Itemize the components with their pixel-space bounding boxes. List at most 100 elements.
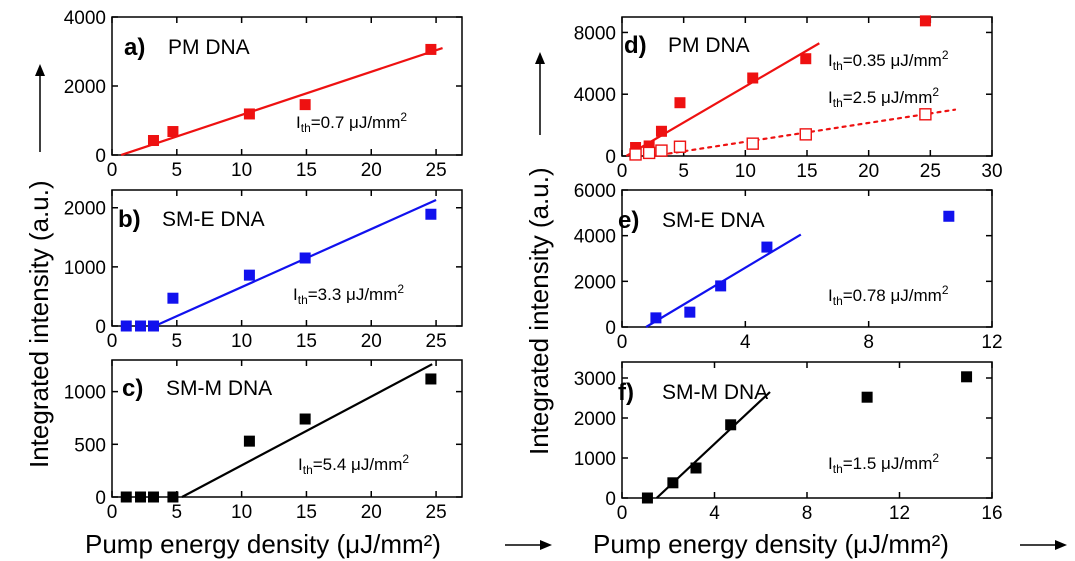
y-tick-label: 1000 (64, 258, 106, 279)
x-tick-label: 5 (678, 161, 689, 182)
data-point (761, 241, 773, 253)
data-point (243, 108, 255, 120)
left-y-axis-title: Integrated intensity (a.u.) (24, 64, 54, 468)
y-tick-label: 0 (95, 317, 106, 338)
x-tick-label: 10 (231, 331, 252, 352)
x-tick-label: 0 (617, 503, 628, 524)
panel-label: b) (118, 206, 141, 233)
x-tick-label: 20 (361, 502, 382, 523)
left-y-arrow-head (35, 64, 45, 76)
y-tick-label: 0 (605, 318, 616, 339)
left-x-axis-title: Pump energy density (μJ/mm²) (85, 529, 552, 559)
panel-label: a) (124, 34, 145, 61)
y-tick-label: 2000 (574, 409, 616, 430)
x-tick-label: 15 (296, 331, 317, 352)
panel-label: d) (624, 32, 647, 59)
data-point (667, 477, 679, 489)
x-tick-label: 25 (426, 502, 447, 523)
panel-title: PM DNA (168, 36, 250, 59)
right-y-axis-label: Integrated intensity (a.u.) (524, 167, 554, 455)
data-point (800, 53, 812, 65)
y-tick-label: 4000 (64, 8, 106, 29)
data-point (425, 208, 437, 220)
data-point (747, 72, 759, 84)
data-point (147, 320, 159, 332)
y-tick-label: 1000 (64, 383, 106, 404)
threshold-label: Ith=3.3 μJ/mm2 (293, 282, 404, 307)
data-point (690, 462, 702, 474)
y-tick-label: 2000 (574, 272, 616, 293)
x-tick-label: 12 (981, 332, 1002, 353)
x-tick-label: 0 (107, 502, 118, 523)
x-tick-label: 20 (858, 161, 879, 182)
data-point-open (629, 148, 642, 161)
plot-frame (111, 189, 463, 327)
data-point (167, 292, 179, 304)
x-tick-label: 12 (889, 503, 910, 524)
fit-line (154, 199, 437, 328)
data-point (630, 142, 642, 154)
data-point (120, 320, 132, 332)
data-point-open (642, 146, 656, 160)
data-point-open (799, 128, 812, 141)
data-point (425, 43, 437, 55)
plot-frame (111, 359, 463, 498)
y-tick-label: 0 (605, 489, 616, 510)
x-tick-label: 4 (740, 332, 751, 353)
right-y-axis-title: Integrated intensity (a.u.) (524, 52, 554, 455)
plot-frame (111, 16, 463, 156)
right-x-arrow-head (1055, 540, 1067, 550)
x-tick-label: 0 (617, 161, 628, 182)
y-tick-label: 0 (95, 146, 106, 167)
panel-d: 0 5 10 15 20 25 30 0 4000 8000 d) PM DNA Ith=0.35 μJ… (574, 15, 1003, 182)
threshold-label: Ith=1.5 μJ/mm2 (828, 451, 939, 476)
y-tick-label: 3000 (574, 369, 616, 390)
data-point (120, 491, 132, 503)
data-point (861, 391, 873, 403)
y-tick-label: 1000 (574, 449, 616, 470)
data-point (643, 140, 655, 152)
panel-title: SM-E DNA (662, 209, 765, 232)
x-tick-label: 5 (172, 502, 183, 523)
panel-title: SM-M DNA (662, 381, 768, 404)
y-tick-label: 2000 (64, 199, 106, 220)
panel-b: 0 5 10 15 20 25 0 1000 2000 b) SM-E DNA Ith=3.3 μJ/… (64, 189, 463, 352)
fit-line (120, 47, 443, 157)
y-tick-label: 2000 (64, 77, 106, 98)
panel-title: PM DNA (668, 34, 750, 57)
data-point-open (746, 137, 759, 150)
data-point (919, 15, 931, 27)
x-tick-label: 25 (426, 160, 447, 181)
x-tick-label: 0 (107, 331, 118, 352)
x-tick-label: 20 (361, 160, 382, 181)
x-tick-label: 8 (802, 503, 813, 524)
x-tick-label: 30 (981, 161, 1002, 182)
data-point (725, 419, 737, 431)
left-x-arrow-head (540, 540, 552, 550)
panel-a: 0 5 10 15 20 25 0 2000 4000 a) PM DNA Ith=0.7 μJ/mm… (64, 8, 463, 181)
data-point (650, 312, 662, 324)
x-tick-label: 15 (796, 161, 817, 182)
panel-f: 0 4 8 12 16 0 1000 2000 3000 f) SM-M DNA Ith=1.5 μJ… (574, 361, 1003, 524)
right-y-arrow-head (535, 52, 545, 64)
left-x-axis-label: Pump energy density (μJ/mm²) (85, 529, 441, 559)
y-tick-label: 4000 (574, 85, 616, 106)
x-tick-label: 4 (709, 503, 720, 524)
right-x-axis-title: Pump energy density (μJ/mm²) (593, 529, 1067, 559)
data-point-open (655, 144, 668, 157)
data-point (167, 491, 179, 503)
data-point (684, 306, 696, 318)
panel-label: e) (618, 207, 639, 234)
data-point (243, 269, 255, 281)
panel-label: f) (618, 379, 634, 406)
x-tick-label: 8 (863, 332, 874, 353)
x-tick-label: 25 (920, 161, 941, 182)
y-tick-label: 8000 (574, 23, 616, 44)
panel-title: SM-M DNA (166, 377, 272, 400)
threshold-label: Ith=0.78 μJ/mm2 (828, 283, 949, 308)
x-tick-label: 10 (231, 160, 252, 181)
data-point (674, 97, 686, 109)
x-tick-label: 10 (231, 502, 252, 523)
